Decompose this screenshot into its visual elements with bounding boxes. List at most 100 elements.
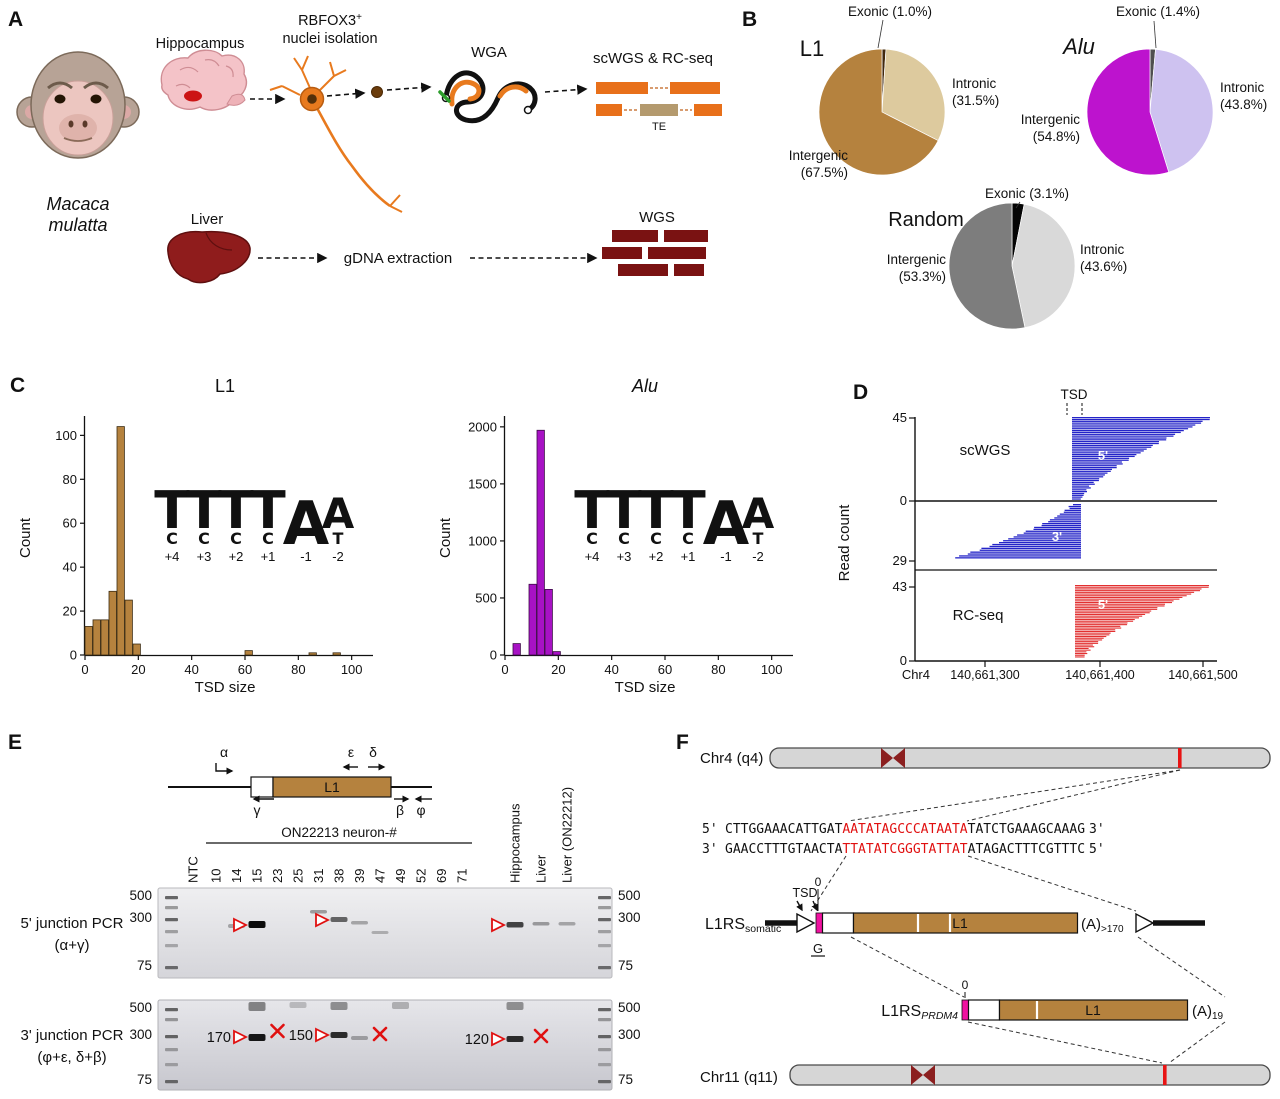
scwgs-3p-read	[992, 543, 1081, 546]
monkey-brow-left	[47, 81, 73, 90]
neuron-illustration	[269, 55, 403, 213]
hist-alu-ylabel: Count	[437, 517, 454, 558]
x-tick-label: 0	[501, 662, 508, 677]
hist-bar	[108, 590, 117, 656]
ladder-label: 500	[618, 888, 641, 903]
scwgs-3p-read	[1069, 507, 1081, 510]
junction-marker	[815, 912, 823, 934]
panel-a: A Macaca mulatta Hippocampus RBFOX3+ nuc…	[8, 8, 722, 284]
scwgs-5p-read	[1072, 491, 1087, 493]
pie-random-title: Random	[888, 209, 964, 231]
wgs-label: WGS	[639, 209, 675, 226]
hist-l1-xlabel: TSD size	[195, 679, 256, 696]
y-tick-label: 60	[63, 516, 77, 531]
scwgs-5p-read	[1072, 430, 1184, 432]
scwgs-5p-read	[1072, 478, 1100, 480]
cerebellum	[226, 93, 246, 106]
x-tick-label: 20	[131, 662, 145, 677]
rcseq-5p-read	[1075, 625, 1121, 627]
chr4-body	[769, 747, 1271, 769]
rcseq-5p-read	[1075, 615, 1143, 617]
gel-image-3p-junction	[157, 999, 613, 1091]
scwgs-5p-read	[1072, 494, 1084, 496]
seq-top: CTTGGAAACATTGATAATATAGCCCATAATATATCTGAAA…	[725, 822, 1085, 837]
ladder-label: 300	[129, 1027, 152, 1042]
leader-line	[877, 19, 884, 49]
ladder-label: 500	[129, 1000, 152, 1015]
gel-band	[330, 1032, 348, 1038]
ladder-band	[165, 1048, 178, 1052]
scwgs-5p-read	[1072, 496, 1083, 498]
gel-band	[310, 910, 327, 914]
scwgs-5p-read	[1072, 454, 1137, 456]
pie-l1-intronic-pct: (31.5%)	[952, 93, 999, 108]
lane-label: 38	[332, 869, 347, 883]
gel-band	[330, 1002, 348, 1010]
y-tick-label: 0	[490, 648, 497, 663]
sequence-logo-l1: TC+4TC+3TC+2TC+1 A-1AT-2	[154, 481, 354, 564]
chr11-insertion-site	[1163, 1065, 1167, 1085]
y-tick-label: 1000	[468, 533, 497, 548]
pie-random-intergenic-pct: (53.3%)	[899, 269, 946, 284]
hippocampus-region	[184, 90, 202, 102]
scwgs-3p-read	[989, 545, 1081, 548]
scwgs-5p-read	[1072, 417, 1210, 419]
logo-letter: C	[682, 529, 694, 548]
band-arrow	[315, 1027, 331, 1043]
hist-bar	[528, 583, 537, 656]
scwgs-3p-read	[1025, 530, 1081, 532]
rcseq-5p-read	[1075, 585, 1209, 587]
isolated-nucleus	[371, 86, 383, 98]
primer-epsilon-label: ε	[348, 744, 354, 760]
chr4-label: Chr4 (q4)	[700, 750, 763, 767]
l1-body-box	[852, 912, 1079, 934]
rcseq-5p-read	[1075, 634, 1110, 636]
connector	[850, 936, 965, 998]
scwgs-3p-read	[1063, 511, 1081, 513]
connector	[1168, 1021, 1226, 1064]
ladder-band	[598, 1008, 611, 1012]
pie-slice-intronic	[1011, 203, 1076, 329]
lane-label: 47	[373, 869, 388, 883]
scwgs-5p-read	[1072, 418, 1210, 421]
x-tick-label: 20	[551, 662, 565, 677]
rcseq-track-label: RC-seq	[953, 607, 1004, 624]
scwgs-5p-read	[1072, 433, 1176, 435]
chr11-centromere	[911, 1065, 923, 1085]
seq-bottom-3p: 3'	[702, 842, 718, 857]
gel-band	[248, 921, 266, 928]
rcseq-5p-read	[1075, 627, 1122, 629]
seq-top-5p: 5'	[702, 822, 718, 837]
lane-label: 31	[311, 869, 326, 883]
logo-position-label: +1	[261, 549, 276, 564]
rcseq-5p-read	[1075, 602, 1172, 604]
ytick-45: 45	[893, 410, 907, 425]
rcseq-5p-read	[1075, 637, 1104, 639]
lane-label: 69	[434, 869, 449, 883]
scwgs-3p-read	[1033, 528, 1081, 530]
ladder-band	[165, 1063, 178, 1067]
y-tick-label: 20	[63, 604, 77, 619]
scwgs-5p-read	[1072, 426, 1193, 428]
wga-illustration	[438, 70, 538, 124]
monkey-eye-left	[54, 94, 66, 104]
y-tick-label: 40	[63, 560, 77, 575]
ladder-band	[165, 906, 178, 910]
species-name-line2: mulatta	[48, 215, 107, 235]
ladder-band	[165, 1008, 178, 1012]
gel-image-5p-junction	[157, 887, 613, 979]
gel-band	[532, 922, 550, 926]
ladder-label: 500	[618, 1000, 641, 1015]
band-arrow	[233, 917, 249, 933]
pie-random-intronic-pct: (43.6%)	[1080, 259, 1127, 274]
sample-group-header: ON22213 neuron-#	[281, 825, 397, 840]
scwgs-3p-read	[1008, 538, 1081, 540]
wgs-read	[602, 247, 642, 259]
wga-dna-strand	[443, 70, 538, 124]
rcseq-5p-read	[1075, 639, 1103, 641]
x-tick-label: 60	[658, 662, 672, 677]
ladder-label: 300	[618, 910, 641, 925]
hist-bar	[308, 652, 317, 656]
ladder-band	[598, 944, 611, 948]
pie-alu-exonic-label: Exonic (1.4%)	[1116, 4, 1200, 19]
